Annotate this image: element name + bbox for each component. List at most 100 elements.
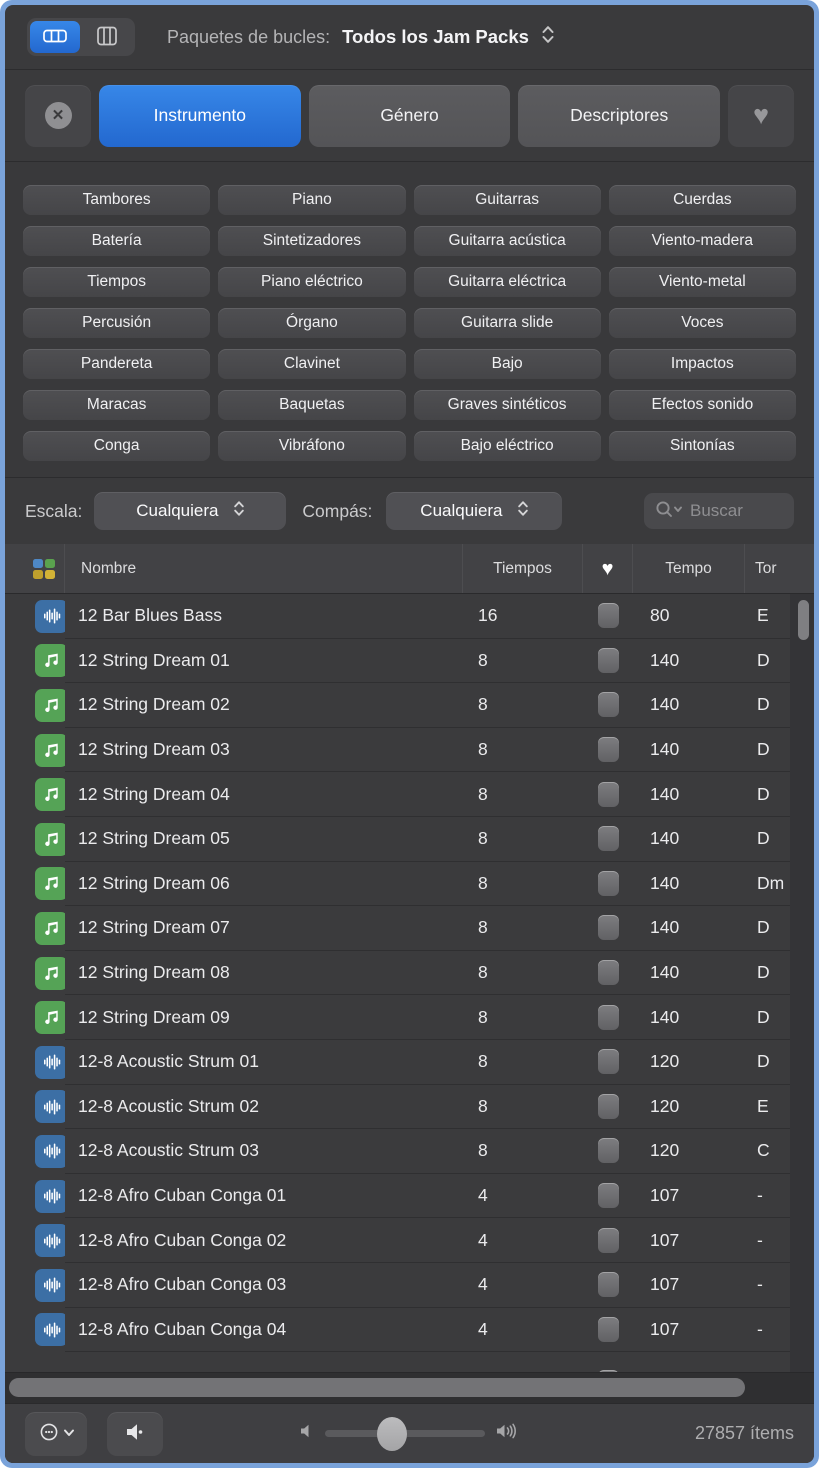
clear-filters-button[interactable]: ✕ [25,84,91,147]
loop-packs-dropdown[interactable]: Todos los Jam Packs [342,24,555,50]
category-button[interactable]: Tiempos [23,267,211,297]
loop-favorite-cell [583,1263,633,1308]
header-tiempos[interactable]: Tiempos [463,544,583,593]
category-button[interactable]: Viento-madera [608,226,796,256]
favorite-checkbox[interactable] [597,1183,619,1209]
favorite-checkbox[interactable] [597,781,619,807]
favorites-button[interactable]: ♥ [728,84,795,147]
button-view-toggle[interactable] [30,21,80,53]
loop-key: - [745,1308,790,1353]
loop-tempo: 140 [633,817,745,862]
loop-favorite-cell [583,906,633,951]
favorite-checkbox[interactable] [597,1272,619,1298]
action-menu-button[interactable] [25,1411,87,1456]
category-button[interactable]: Tambores [23,185,211,215]
category-button[interactable]: Piano [218,185,406,215]
category-button[interactable]: Bajo eléctrico [413,431,601,461]
category-button[interactable]: Cuerdas [608,185,796,215]
loop-row[interactable]: 12-8 Acoustic Strum 02 8 120 E [5,1084,790,1130]
tab-instrumento[interactable]: Instrumento [99,84,301,147]
category-button[interactable]: Sintetizadores [218,226,406,256]
category-button[interactable]: Vibráfono [218,431,406,461]
loop-row[interactable]: 12 String Dream 01 8 140 D [5,638,790,684]
category-button[interactable]: Efectos sonido [608,390,796,420]
category-button[interactable]: Percusión [23,308,211,338]
category-button[interactable]: Graves sintéticos [413,390,601,420]
category-button[interactable]: Clavinet [218,349,406,379]
header-tempo[interactable]: Tempo [633,544,745,593]
escala-dropdown[interactable]: Cualquiera [94,492,287,530]
category-button[interactable]: Pandereta [23,349,211,379]
loop-row[interactable]: 12-8 Afro Cuban Conga 04 4 107- [5,1307,790,1353]
category-button[interactable]: Voces [608,308,796,338]
favorite-checkbox[interactable] [597,1227,619,1253]
favorite-checkbox[interactable] [597,870,619,896]
header-tono[interactable]: Tor [755,559,777,577]
header-nombre[interactable]: Nombre [65,544,463,593]
category-button[interactable]: Bajo [413,349,601,379]
favorite-checkbox[interactable] [597,692,619,718]
category-button[interactable]: Batería [23,226,211,256]
favorite-checkbox[interactable] [597,1316,619,1342]
loop-row[interactable]: 12 String Dream 09 8 140 D [5,995,790,1040]
compas-dropdown[interactable]: Cualquiera [386,492,563,530]
loop-row[interactable]: 12-8 Afro Cuban Conga 03 4 107- [5,1262,790,1308]
vertical-scrollbar-thumb[interactable] [798,600,809,640]
loop-row[interactable]: 12 String Dream 02 8 140 D [5,683,790,728]
loop-row[interactable]: 12 String Dream 05 8 140 D [5,816,790,862]
tab-descriptores[interactable]: Descriptores [518,84,721,147]
category-button[interactable]: Viento-metal [608,267,796,297]
favorite-checkbox[interactable] [597,603,619,629]
loops-table: Nombre Tiempos ♥ Tempo Tor 12 Bar Blues … [5,544,814,1403]
favorite-checkbox[interactable] [597,1370,619,1372]
header-favorites[interactable]: ♥ [583,544,633,593]
favorite-checkbox[interactable] [597,1138,619,1164]
column-view-toggle[interactable] [82,21,132,53]
loop-row[interactable]: 12 String Dream 07 8 140 D [5,906,790,951]
category-button[interactable]: Órgano [218,308,406,338]
favorite-checkbox[interactable] [597,1049,619,1075]
loop-icon-cell [5,1263,65,1308]
favorite-checkbox[interactable] [597,915,619,941]
volume-track[interactable] [324,1416,485,1451]
category-button[interactable]: Guitarras [413,185,601,215]
loop-beats: 16 [463,594,583,639]
loop-row[interactable]: 12 String Dream 03 8 140 D [5,727,790,773]
favorite-checkbox[interactable] [597,1004,619,1030]
favorite-checkbox[interactable] [597,1093,619,1119]
loop-row[interactable]: 12-8 Acoustic Strum 01 8 120 D [5,1039,790,1085]
escala-value: Cualquiera [136,501,219,520]
category-button[interactable]: Guitarra acústica [413,226,601,256]
loop-row[interactable]: 12 String Dream 08 8 140 D [5,950,790,996]
category-button[interactable]: Baquetas [218,390,406,420]
category-button[interactable]: Guitarra slide [413,308,601,338]
midi-loop-icon [35,644,65,678]
loop-beats: 8 [463,639,583,684]
loop-row[interactable]: 12-8 Acoustic Strum 03 8 120 C [5,1129,790,1174]
volume-thumb[interactable] [376,1416,407,1451]
preview-speaker-button[interactable] [107,1411,163,1456]
search-input[interactable]: Buscar [644,493,794,529]
loop-row-partial[interactable] [5,1352,790,1372]
category-button[interactable]: Impactos [608,349,796,379]
loop-row[interactable]: 12 String Dream 04 8 140 D [5,772,790,817]
loop-row[interactable]: 12 String Dream 06 8 140 Dm [5,861,790,907]
category-button[interactable]: Guitarra eléctrica [413,267,601,297]
category-button[interactable]: Conga [23,431,211,461]
scale-bar: Escala: Cualquiera Compás: Cualquiera Bu… [5,478,814,544]
favorite-checkbox[interactable] [597,826,619,852]
horizontal-scrollbar-thumb[interactable] [9,1378,745,1397]
category-button[interactable]: Sintonías [608,431,796,461]
tab-genero[interactable]: Género [308,84,511,147]
favorite-checkbox[interactable] [597,647,619,673]
loop-row[interactable]: 12-8 Afro Cuban Conga 01 4 107- [5,1173,790,1219]
header-loop-packs[interactable] [5,544,65,593]
loop-row[interactable]: 12 Bar Blues Bass 16 80 E [5,594,790,639]
favorite-checkbox[interactable] [597,960,619,986]
loop-row[interactable]: 12-8 Afro Cuban Conga 02 4 107- [5,1218,790,1263]
volume-low-icon [299,1422,315,1445]
favorite-checkbox[interactable] [597,737,619,763]
category-button[interactable]: Maracas [23,390,211,420]
category-button[interactable]: Piano eléctrico [218,267,406,297]
audio-loop-icon [35,1134,65,1168]
